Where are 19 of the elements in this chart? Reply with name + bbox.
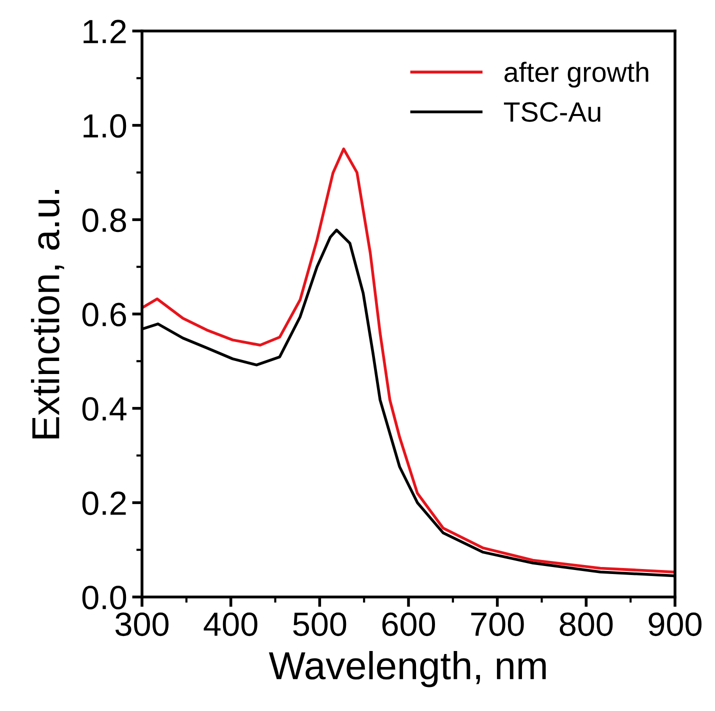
x-tick-label: 600 [382,612,436,636]
line-series [142,148,675,574]
x-tick-label: 700 [471,612,524,636]
legend-label: after growth [504,62,648,88]
y-tick-label: 1.2 [84,20,126,44]
y-tick-label: 0.2 [82,491,126,516]
y-tick-label: 1.0 [84,114,126,138]
x-tick-label: 300 [115,612,169,636]
x-tick-label: 500 [293,612,346,636]
legend-label: TSC-Au [504,102,600,122]
x-tick-label: 800 [560,612,613,636]
y-tick-label: 0.0 [82,586,126,610]
x-tick-label: 400 [204,612,258,636]
y-tick-label: 0.4 [82,397,126,421]
y-tick-label: 0.8 [82,208,126,232]
y-axis-title: Extinction, a.u. [30,190,64,438]
x-axis-title: Wavelength, nm [268,650,546,688]
x-tick-label: 900 [648,612,702,636]
y-tick-label: 0.6 [82,302,126,326]
